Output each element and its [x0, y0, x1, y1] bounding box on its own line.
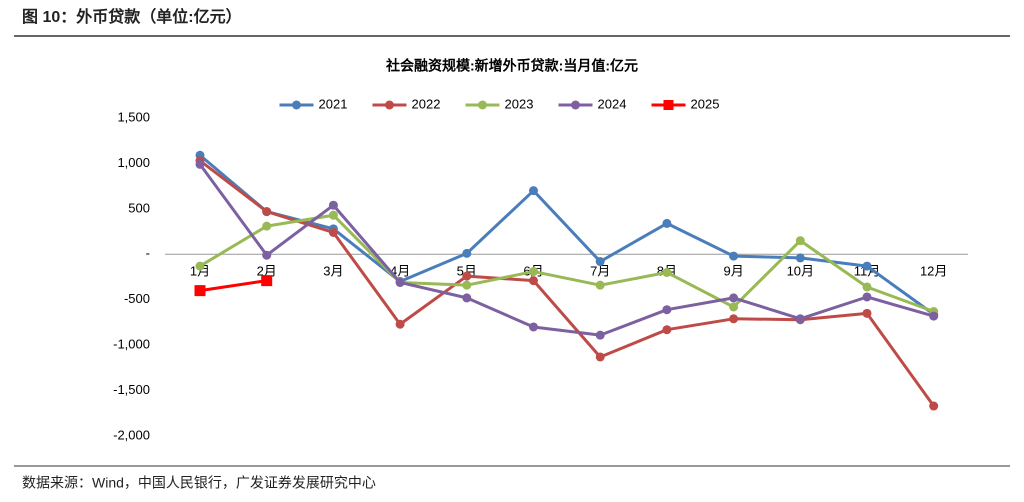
series-line [198, 163, 935, 337]
data-point [862, 261, 872, 271]
data-point [395, 277, 405, 287]
series-line [199, 154, 935, 316]
x-tick-label: 12月 [920, 264, 947, 279]
data-point [462, 280, 472, 290]
legend-label: 2024 [598, 96, 627, 111]
data-point [595, 257, 605, 267]
data-point [328, 210, 338, 220]
x-tick-label: 11月 [854, 264, 881, 279]
data-point [462, 248, 472, 258]
y-tick-label: 1,000 [117, 155, 150, 170]
data-point [862, 282, 872, 292]
data-point [328, 200, 338, 210]
legend-marker [385, 100, 394, 110]
data-point [729, 302, 739, 312]
figure-header: 图 10：外币贷款（单位:亿元） [22, 7, 242, 26]
x-tick-label: 7月 [590, 264, 610, 279]
data-point [795, 314, 805, 324]
y-tick-label: -1,000 [113, 337, 150, 352]
legend-marker [292, 100, 301, 110]
data-point [662, 218, 672, 228]
data-point [462, 293, 472, 303]
data-point [662, 325, 672, 335]
chart-title: 社会融资规模:新增外币贷款:当月值:亿元 [385, 58, 638, 74]
x-tick-label: 3月 [323, 264, 343, 279]
legend-label: 2021 [319, 96, 348, 111]
data-point [262, 207, 272, 217]
data-point [529, 267, 538, 277]
x-tick-label: 9月 [723, 264, 743, 279]
series-line [199, 279, 267, 293]
data-point [262, 250, 272, 260]
data-point [195, 261, 205, 271]
data-point [262, 221, 272, 231]
data-point [328, 227, 338, 237]
data-point [662, 305, 672, 315]
data-point [729, 293, 739, 303]
legend-label: 2025 [691, 96, 720, 111]
legend-label: 2022 [412, 96, 441, 111]
data-point [395, 319, 405, 329]
legend-marker [663, 100, 674, 110]
data-point [261, 275, 273, 287]
data-point [529, 322, 538, 332]
y-tick-label: -1,500 [113, 382, 150, 397]
y-tick-label: - [146, 246, 150, 261]
data-point [195, 159, 205, 169]
data-point [729, 314, 739, 324]
x-tick-label: 2月 [257, 264, 277, 279]
y-tick-label: 1,500 [117, 109, 150, 124]
data-point [194, 285, 206, 297]
data-point [662, 267, 672, 277]
legend-marker [571, 100, 580, 110]
data-point [729, 251, 739, 261]
y-tick-label: -500 [124, 291, 150, 306]
data-point [929, 311, 939, 321]
data-point [529, 276, 538, 286]
x-tick-label: 10月 [787, 264, 814, 279]
data-point [862, 292, 872, 302]
data-point [462, 271, 472, 281]
y-tick-label: -2,000 [113, 427, 150, 442]
legend-label: 2023 [505, 96, 534, 111]
data-point [595, 280, 605, 290]
series-line [199, 159, 935, 407]
data-point [595, 330, 605, 340]
data-point [595, 352, 605, 362]
series-line [199, 213, 935, 313]
data-point [795, 236, 805, 246]
y-tick-label: 500 [128, 200, 150, 215]
source-note: 数据来源：Wind，中国人民银行，广发证券发展研究中心 [22, 475, 376, 491]
legend-marker [478, 100, 487, 110]
data-point [929, 401, 939, 411]
data-point [529, 186, 538, 196]
data-point [795, 253, 805, 263]
data-point [862, 308, 872, 318]
x-tick-label: 1月 [190, 264, 210, 279]
